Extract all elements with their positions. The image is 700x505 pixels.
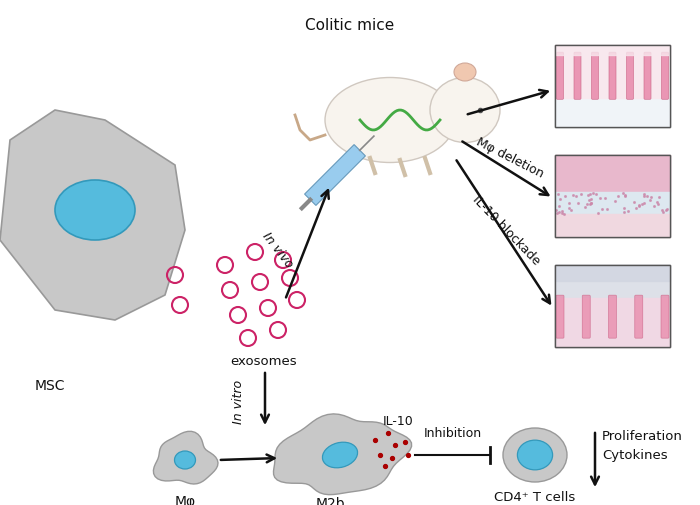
Polygon shape [0,110,185,320]
FancyBboxPatch shape [609,52,616,99]
Text: CD4⁺ T cells: CD4⁺ T cells [494,491,575,504]
FancyBboxPatch shape [635,295,643,338]
Text: MSC: MSC [35,379,66,393]
Text: Cytokines: Cytokines [602,448,668,462]
Ellipse shape [503,428,567,482]
FancyBboxPatch shape [582,295,590,338]
Ellipse shape [55,180,135,240]
FancyBboxPatch shape [574,52,581,99]
Text: exosomes: exosomes [230,355,297,368]
Ellipse shape [430,77,500,142]
Text: IL-10: IL-10 [383,415,414,428]
FancyBboxPatch shape [662,52,668,99]
Ellipse shape [323,442,358,468]
Polygon shape [304,144,365,206]
Text: M2b: M2b [315,497,345,505]
Text: In vitro: In vitro [232,380,244,424]
Polygon shape [153,431,218,484]
Ellipse shape [517,440,552,470]
Text: Proliferation: Proliferation [602,430,683,443]
FancyBboxPatch shape [556,52,564,99]
Text: Mφ: Mφ [174,495,195,505]
FancyBboxPatch shape [555,45,670,127]
FancyBboxPatch shape [608,295,617,338]
Text: Inhibition: Inhibition [424,427,482,440]
Text: Mφ deletion: Mφ deletion [474,135,546,181]
FancyBboxPatch shape [555,265,670,347]
FancyBboxPatch shape [626,52,634,99]
Text: In vivo: In vivo [260,230,296,270]
Text: IL-10 blockade: IL-10 blockade [470,193,542,267]
Polygon shape [274,414,412,495]
Text: Colitic mice: Colitic mice [305,18,395,33]
Ellipse shape [454,63,476,81]
FancyBboxPatch shape [644,52,651,99]
FancyBboxPatch shape [661,295,669,338]
FancyBboxPatch shape [592,52,598,99]
FancyBboxPatch shape [556,295,564,338]
FancyBboxPatch shape [555,155,670,237]
Ellipse shape [325,77,455,163]
Ellipse shape [174,451,195,469]
